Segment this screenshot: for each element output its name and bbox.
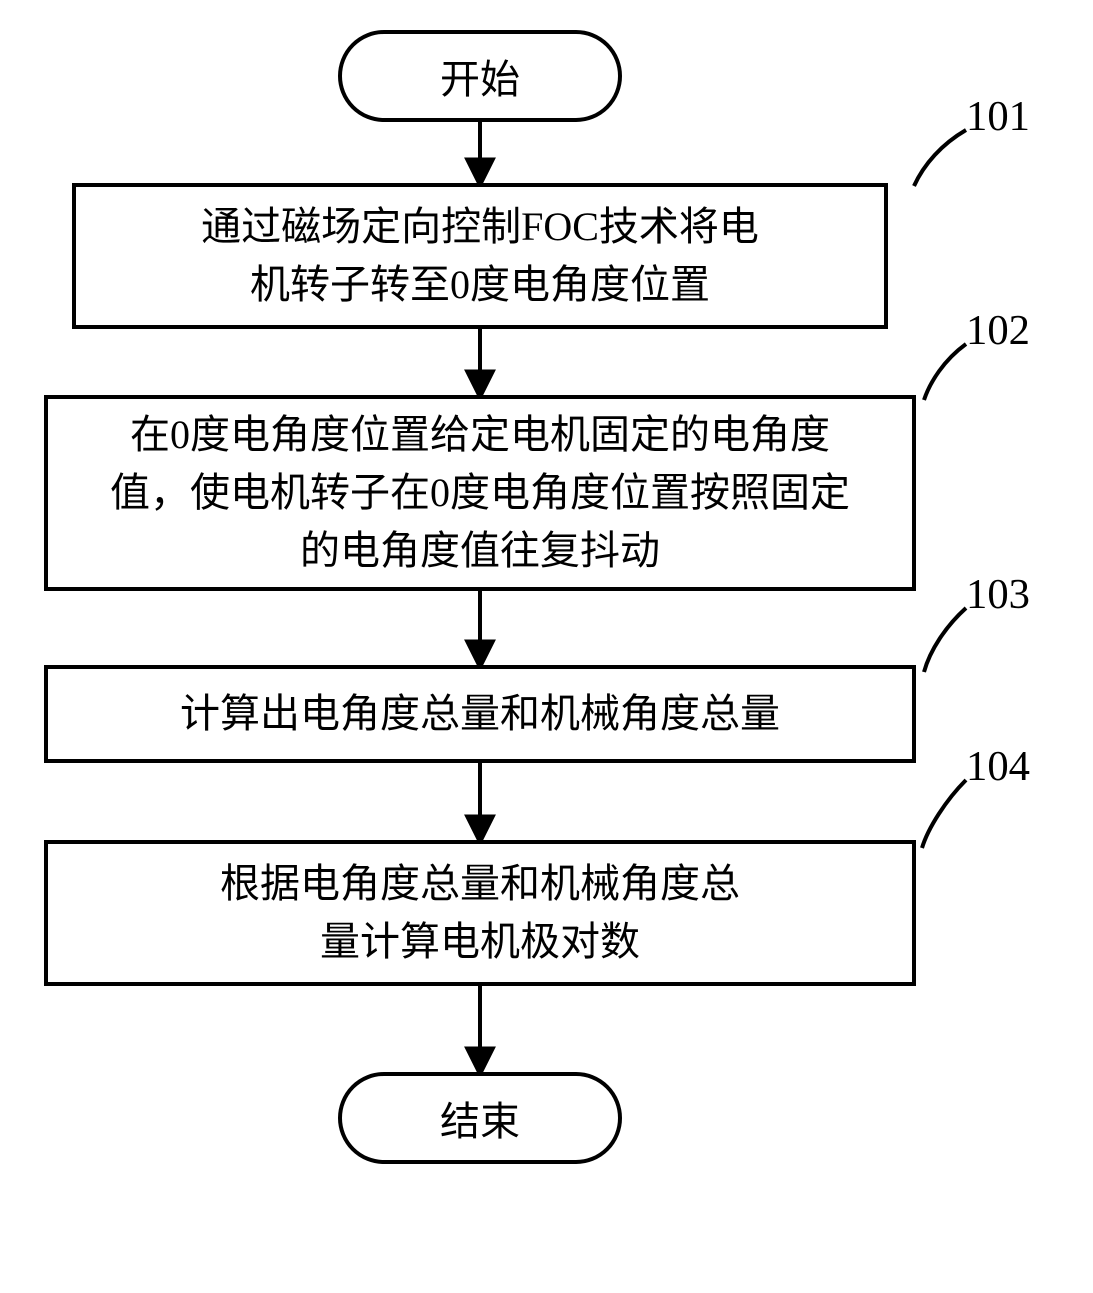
leader-l104 bbox=[922, 780, 966, 848]
node-s102-text: 在0度电角度位置给定电机固定的电角度 值，使电机转子在0度电角度位置按照固定 的… bbox=[110, 406, 850, 580]
node-start-text: 开始 bbox=[440, 47, 520, 105]
node-s103-text: 计算出电角度总量和机械角度总量 bbox=[180, 685, 780, 743]
leader-l103 bbox=[924, 608, 966, 672]
node-end-text: 结束 bbox=[440, 1089, 520, 1147]
node-end: 结束 bbox=[338, 1072, 622, 1164]
node-s103: 计算出电角度总量和机械角度总量 bbox=[44, 665, 916, 763]
step-label-104: 104 bbox=[966, 742, 1030, 791]
leader-l101 bbox=[914, 130, 966, 186]
leader-l102 bbox=[924, 344, 966, 400]
node-s101: 通过磁场定向控制FOC技术将电 机转子转至0度电角度位置 bbox=[72, 183, 888, 329]
node-s101-text: 通过磁场定向控制FOC技术将电 机转子转至0度电角度位置 bbox=[201, 198, 759, 314]
node-start: 开始 bbox=[338, 30, 622, 122]
node-s104-text: 根据电角度总量和机械角度总 量计算电机极对数 bbox=[220, 855, 740, 971]
node-s104: 根据电角度总量和机械角度总 量计算电机极对数 bbox=[44, 840, 916, 986]
step-label-101: 101 bbox=[966, 92, 1030, 141]
flowchart-canvas: 开始通过磁场定向控制FOC技术将电 机转子转至0度电角度位置在0度电角度位置给定… bbox=[0, 0, 1093, 1293]
step-label-103: 103 bbox=[966, 570, 1030, 619]
step-label-102: 102 bbox=[966, 306, 1030, 355]
node-s102: 在0度电角度位置给定电机固定的电角度 值，使电机转子在0度电角度位置按照固定 的… bbox=[44, 395, 916, 591]
